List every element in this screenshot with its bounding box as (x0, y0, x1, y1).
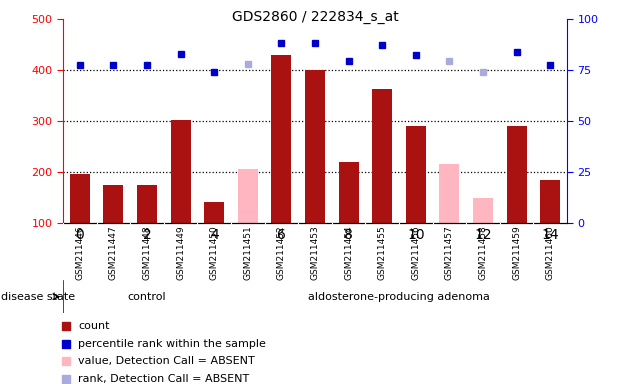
Text: GSM211460: GSM211460 (546, 226, 554, 280)
Bar (238, 169, 258, 223)
Text: GSM211454: GSM211454 (344, 226, 353, 280)
Bar (338, 162, 358, 223)
Text: GSM211456: GSM211456 (411, 226, 420, 280)
Text: percentile rank within the sample: percentile rank within the sample (78, 339, 266, 349)
Bar (70, 174, 90, 223)
Text: value, Detection Call = ABSENT: value, Detection Call = ABSENT (78, 356, 255, 366)
Text: rank, Detection Call = ABSENT: rank, Detection Call = ABSENT (78, 374, 249, 384)
Bar (540, 180, 560, 223)
Text: GSM211450: GSM211450 (210, 226, 219, 280)
Text: GSM211449: GSM211449 (176, 226, 185, 280)
Bar (137, 185, 157, 223)
Bar (372, 89, 392, 223)
Text: GSM211455: GSM211455 (378, 226, 387, 280)
Text: GSM211446: GSM211446 (76, 226, 84, 280)
Bar (439, 164, 459, 223)
Bar (272, 55, 292, 223)
Text: control: control (128, 291, 166, 302)
Text: disease state: disease state (1, 291, 75, 302)
Text: GSM211459: GSM211459 (512, 226, 521, 280)
Text: GSM211447: GSM211447 (109, 226, 118, 280)
Bar (473, 198, 493, 223)
Text: GSM211451: GSM211451 (243, 226, 252, 280)
Bar (103, 185, 123, 223)
Text: GSM211452: GSM211452 (277, 226, 286, 280)
Text: GSM211453: GSM211453 (311, 226, 319, 280)
Bar (171, 120, 191, 223)
Bar (406, 126, 426, 223)
Text: count: count (78, 321, 110, 331)
Text: GSM211457: GSM211457 (445, 226, 454, 280)
Text: GSM211448: GSM211448 (142, 226, 151, 280)
Text: aldosterone-producing adenoma: aldosterone-producing adenoma (308, 291, 490, 302)
Bar (305, 70, 325, 223)
Text: GDS2860 / 222834_s_at: GDS2860 / 222834_s_at (232, 10, 398, 23)
Bar (507, 126, 527, 223)
Text: GSM211458: GSM211458 (479, 226, 488, 280)
Bar (204, 202, 224, 223)
